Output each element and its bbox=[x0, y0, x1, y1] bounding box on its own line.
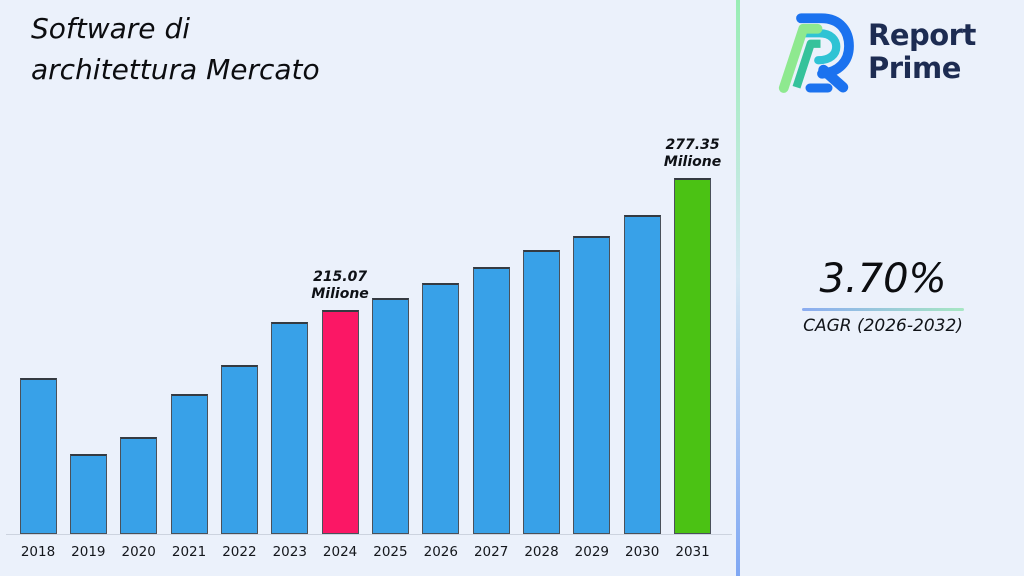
bar-2018 bbox=[19, 378, 57, 534]
axis-label-2027: 2027 bbox=[473, 544, 509, 560]
bar-2024 bbox=[321, 310, 359, 534]
bar-2029 bbox=[573, 236, 611, 534]
cagr-underline bbox=[802, 308, 964, 311]
cagr-panel: 3.70% CAGR (2026-2032) bbox=[783, 256, 983, 336]
brand-logo: Report Prime bbox=[778, 10, 976, 94]
chart-title: Software di architettura Mercato bbox=[31, 12, 320, 86]
cagr-label: CAGR (2026-2032) bbox=[803, 316, 963, 336]
x-axis-line bbox=[6, 534, 732, 535]
axis-label-2024: 2024 bbox=[322, 544, 358, 560]
bar-chart: 2018 2019 2020 2021 2022 2023 2024 215.07 Milio… bbox=[6, 137, 732, 560]
value-label-2024: 215.07 Milione bbox=[311, 269, 369, 302]
axis-label-2025: 2025 bbox=[373, 544, 408, 560]
bar-2027 bbox=[472, 267, 510, 534]
axis-label-2022: 2022 bbox=[222, 544, 257, 560]
axis-label-2023: 2023 bbox=[272, 544, 307, 560]
axis-label-2018: 2018 bbox=[20, 544, 56, 560]
bar-2022 bbox=[220, 365, 258, 534]
bar-2021 bbox=[170, 394, 208, 534]
brand-name: Report Prime bbox=[868, 18, 976, 85]
axis-label-2020: 2020 bbox=[121, 544, 156, 560]
report-prime-logo-icon bbox=[778, 13, 854, 93]
bar-2030 bbox=[623, 215, 661, 534]
panel-divider bbox=[736, 0, 740, 576]
axis-label-2026: 2026 bbox=[423, 544, 458, 560]
bar-2025 bbox=[371, 298, 409, 534]
bar-2028 bbox=[523, 250, 560, 534]
bar-2031 bbox=[674, 178, 712, 534]
axis-label-2029: 2029 bbox=[574, 544, 610, 560]
value-label-2031: 277.35 Milione bbox=[663, 137, 722, 170]
bar-2023 bbox=[271, 322, 309, 534]
cagr-value: 3.70% bbox=[819, 256, 947, 302]
bar-2020 bbox=[120, 437, 158, 534]
axis-label-2031: 2031 bbox=[675, 544, 710, 560]
bar-2019 bbox=[69, 454, 107, 534]
axis-label-2028: 2028 bbox=[524, 544, 559, 560]
axis-label-2019: 2019 bbox=[71, 544, 106, 560]
bar-2026 bbox=[422, 283, 460, 534]
axis-label-2030: 2030 bbox=[625, 544, 660, 560]
axis-label-2021: 2021 bbox=[171, 544, 207, 560]
